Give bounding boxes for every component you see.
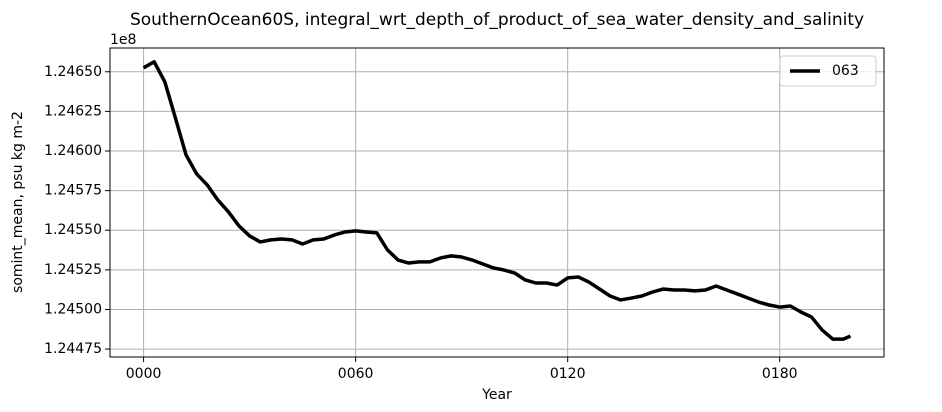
y-tick-label: 1.24550 — [44, 222, 102, 238]
legend-label: 063 — [832, 63, 859, 79]
line-series — [142, 60, 852, 341]
y-tick-label: 1.24575 — [44, 183, 102, 199]
y-tick-label: 1.24650 — [44, 64, 102, 80]
legend-box — [779, 55, 877, 87]
y-tick-label: 1.24475 — [44, 341, 102, 357]
x-tick-label: 0000 — [126, 366, 162, 382]
y-tick-label: 1.24625 — [44, 103, 102, 119]
plot-frame — [109, 47, 885, 358]
x-axis-label: Year — [481, 387, 512, 403]
chart-title: SouthernOcean60S, integral_wrt_depth_of_… — [130, 10, 864, 30]
y-tick-label: 1.24600 — [44, 143, 102, 159]
y-axis-label: somint_mean, psu kg m-2 — [10, 111, 26, 293]
x-tick-label: 0060 — [338, 366, 374, 382]
y-tick-label: 1.24525 — [44, 262, 102, 278]
x-tick-label: 0120 — [550, 366, 586, 382]
y-offset-label: 1e8 — [110, 32, 136, 48]
y-tick-label: 1.24500 — [44, 301, 102, 317]
x-tick-label: 0180 — [762, 366, 798, 382]
